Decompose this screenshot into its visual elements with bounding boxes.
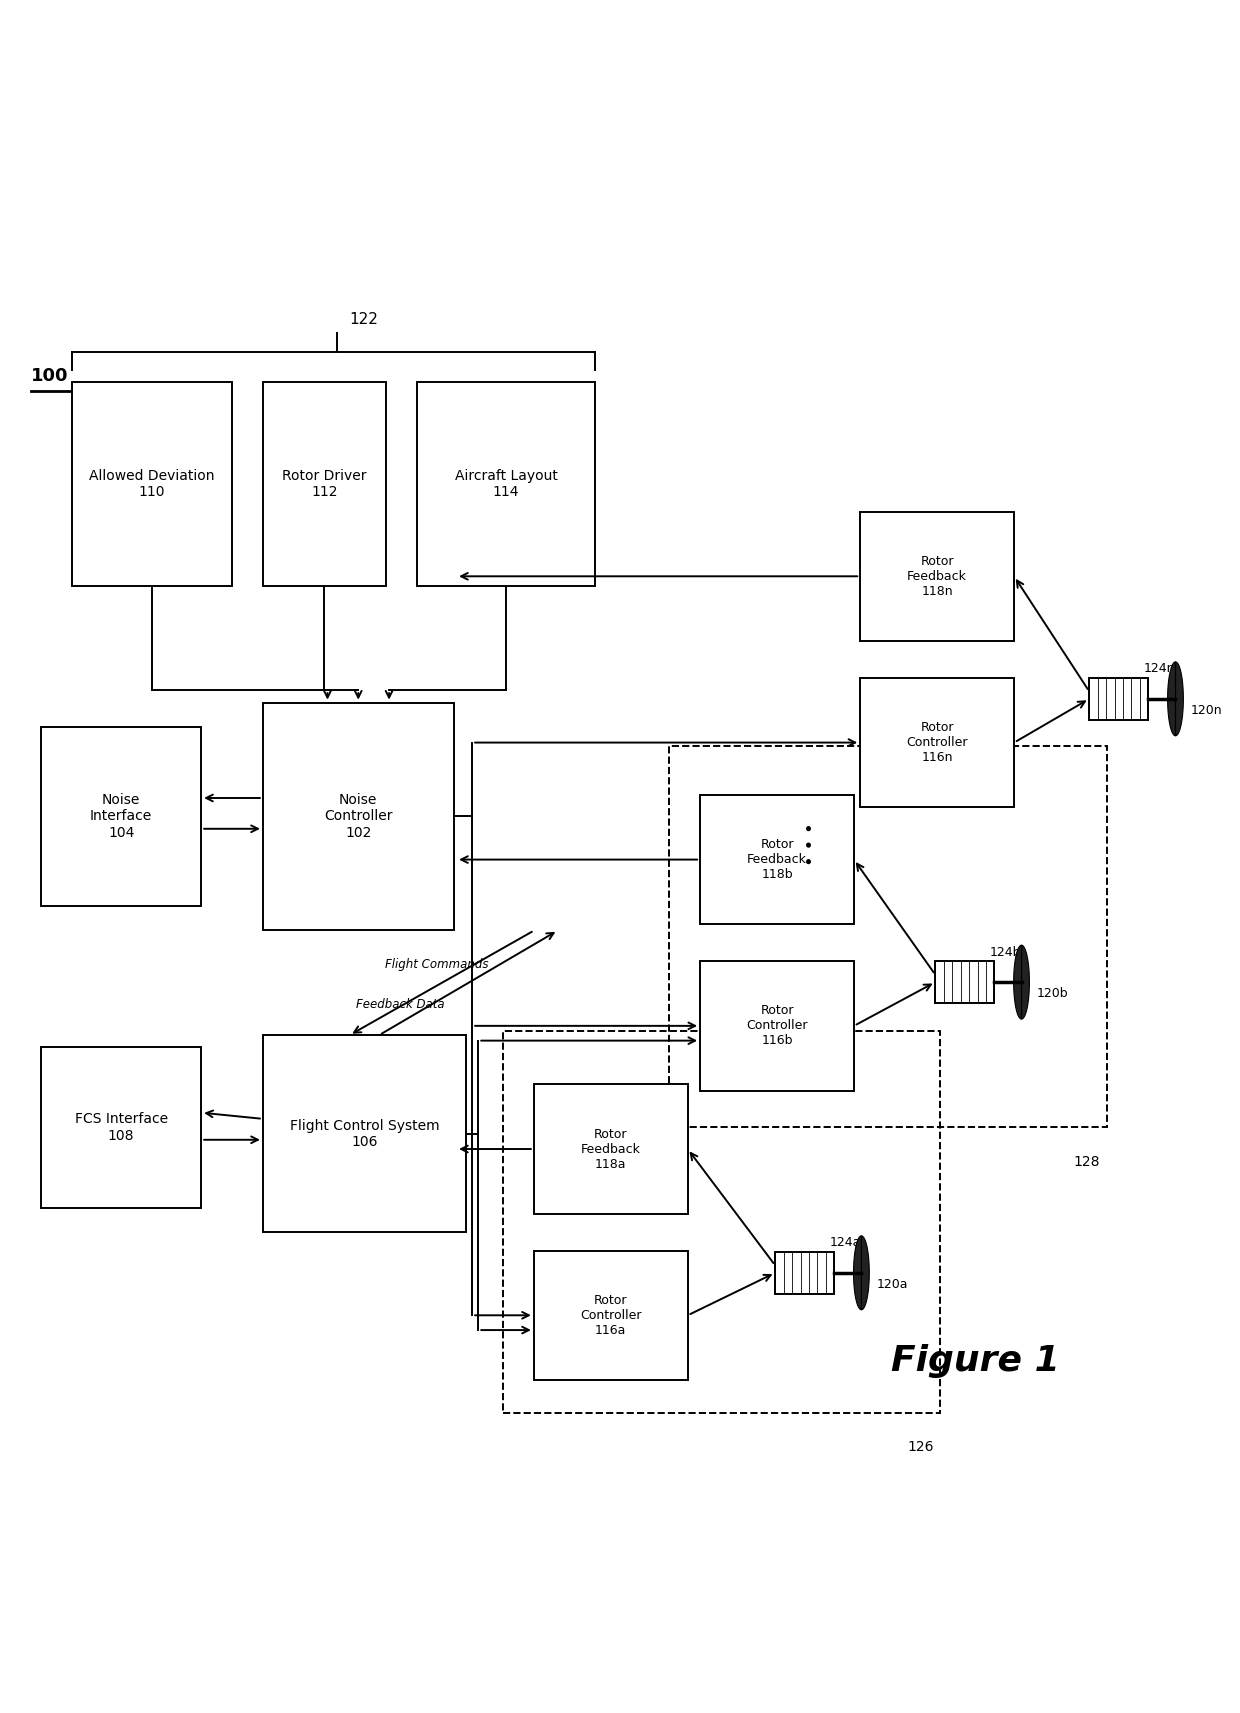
Text: FCS Interface
108: FCS Interface 108 (74, 1112, 167, 1143)
Bar (533, 1084, 688, 1215)
Text: Noise
Interface
104: Noise Interface 104 (91, 793, 153, 839)
Text: Rotor
Controller
116a: Rotor Controller 116a (580, 1293, 641, 1336)
Text: 120a: 120a (877, 1278, 908, 1290)
Bar (935, 961, 994, 1004)
Bar (72, 382, 232, 586)
Bar (263, 382, 386, 586)
Text: Rotor
Controller
116n: Rotor Controller 116n (906, 721, 968, 764)
Text: Noise
Controller
102: Noise Controller 102 (324, 793, 393, 839)
Bar (701, 795, 854, 925)
Bar (263, 1035, 466, 1232)
Text: Figure 1: Figure 1 (892, 1345, 1060, 1379)
Text: Rotor
Feedback
118b: Rotor Feedback 118b (746, 838, 807, 880)
Bar (417, 382, 595, 586)
Text: Flight Control System
106: Flight Control System 106 (290, 1119, 439, 1149)
Text: 122: 122 (348, 312, 378, 327)
Polygon shape (862, 1235, 869, 1310)
Bar (861, 512, 1014, 641)
Polygon shape (1176, 661, 1183, 737)
Bar (533, 1250, 688, 1381)
Text: 126: 126 (908, 1441, 934, 1454)
Text: 120n: 120n (1190, 704, 1221, 716)
Bar (503, 1031, 940, 1413)
Text: 100: 100 (31, 367, 68, 385)
Text: Feedback Data: Feedback Data (356, 999, 444, 1011)
Bar (670, 745, 1106, 1127)
Text: Rotor
Feedback
118a: Rotor Feedback 118a (580, 1127, 641, 1170)
Text: Aircraft Layout
114: Aircraft Layout 114 (455, 469, 558, 498)
Polygon shape (1013, 946, 1022, 1019)
Bar (1089, 678, 1148, 719)
Bar (775, 1252, 835, 1293)
Bar (701, 961, 854, 1091)
Polygon shape (1022, 946, 1029, 1019)
Text: Flight Commands: Flight Commands (386, 958, 489, 971)
Bar (41, 1047, 201, 1208)
Text: 124n: 124n (1143, 663, 1176, 675)
Text: Rotor Driver
112: Rotor Driver 112 (283, 469, 367, 498)
Bar (861, 678, 1014, 807)
Text: • • •: • • • (802, 822, 820, 867)
Text: 124a: 124a (830, 1237, 861, 1249)
Text: Rotor
Feedback
118n: Rotor Feedback 118n (908, 555, 967, 598)
Polygon shape (853, 1235, 862, 1310)
Text: 128: 128 (1074, 1155, 1100, 1168)
Polygon shape (1168, 661, 1176, 737)
Bar (263, 702, 454, 930)
Text: 120b: 120b (1037, 987, 1068, 1000)
Bar (41, 728, 201, 906)
Text: Allowed Deviation
110: Allowed Deviation 110 (89, 469, 215, 498)
Text: 124b: 124b (990, 946, 1021, 959)
Text: Rotor
Controller
116b: Rotor Controller 116b (746, 1004, 807, 1047)
